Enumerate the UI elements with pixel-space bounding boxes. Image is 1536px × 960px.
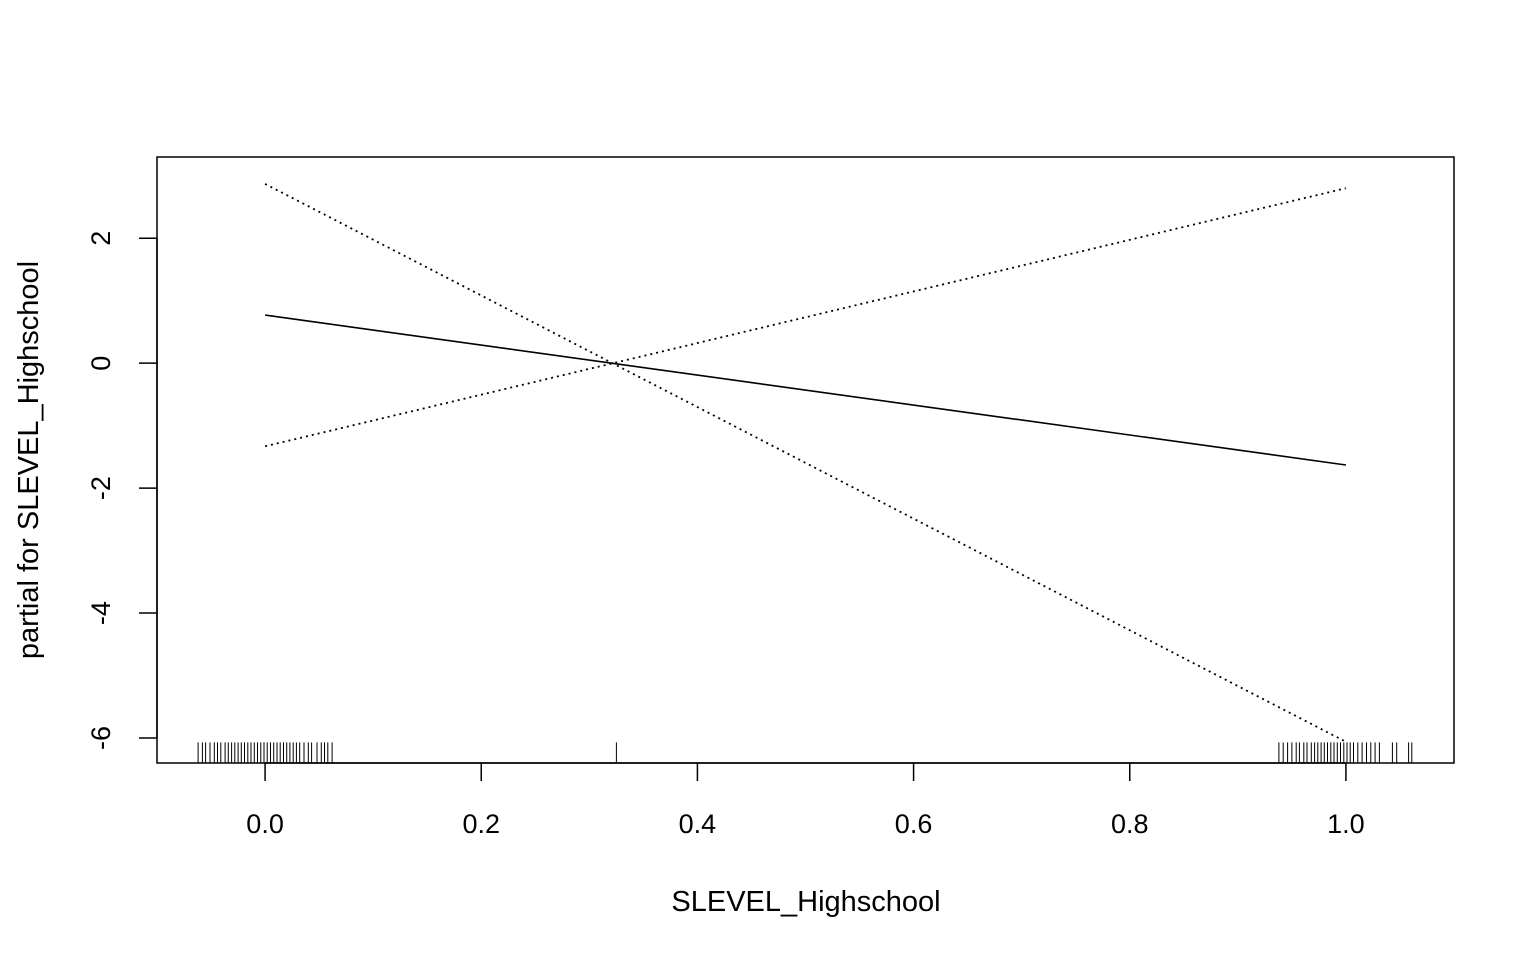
y-tick-label: 2	[86, 231, 116, 246]
x-tick-label: 0.6	[895, 809, 933, 839]
y-axis-title: partial for SLEVEL_Highschool	[13, 261, 45, 659]
confidence-band-line-1	[264, 183, 1347, 743]
plot-frame	[156, 156, 1455, 764]
y-axis: 2 0 -2 -4 -6	[86, 231, 158, 750]
x-axis-title: SLEVEL_Highschool	[671, 886, 940, 918]
x-tick-label: 0.0	[246, 809, 284, 839]
confidence-band-line-2	[264, 187, 1347, 448]
x-tick-label: 1.0	[1327, 809, 1365, 839]
y-tick-label: -6	[86, 726, 116, 750]
fitted-line-0	[264, 314, 1347, 466]
x-axis: 0.0 0.2 0.4 0.6 0.8 1.0	[246, 762, 1365, 839]
y-tick-label: -4	[86, 601, 116, 625]
x-tick-label: 0.8	[1111, 809, 1149, 839]
plot-marks	[197, 183, 1413, 763]
x-tick-label: 0.2	[462, 809, 500, 839]
y-tick-label: 0	[86, 356, 116, 371]
x-tick-label: 0.4	[679, 809, 717, 839]
y-tick-label: -2	[86, 476, 116, 500]
